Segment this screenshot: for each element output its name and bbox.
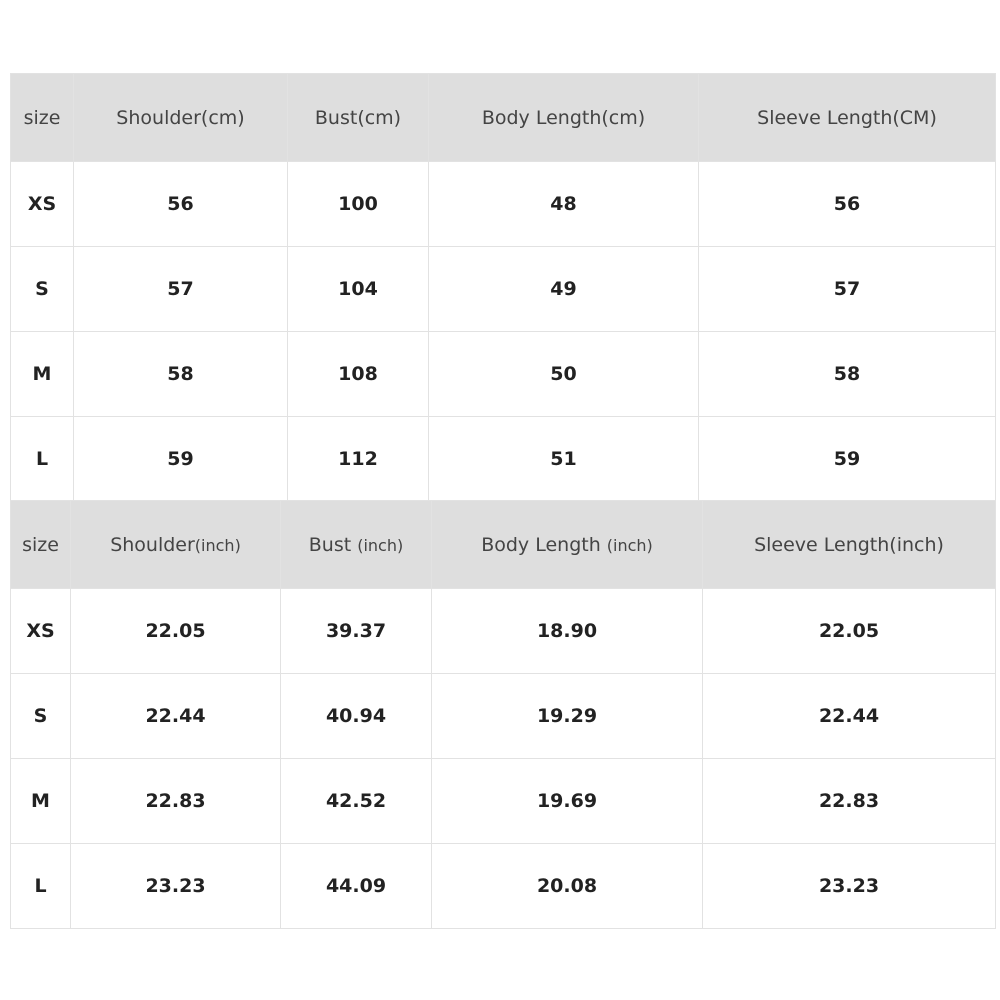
measurement-cell: 23.23 — [702, 843, 996, 929]
table-row: L 59 112 51 59 — [10, 416, 996, 502]
column-header: Body Length (inch) — [431, 500, 703, 589]
column-header-unit: (inch) — [357, 535, 404, 555]
size-cell: XS — [10, 161, 74, 247]
size-chart-inch-table: size Shoulder(inch) Bust (inch) Body Length… — [10, 500, 996, 929]
table-row: S 57 104 49 57 — [10, 246, 996, 332]
column-header-label: Bust — [308, 533, 358, 556]
column-header-unit: (inch) — [194, 535, 241, 555]
measurement-cell: 58 — [73, 331, 288, 417]
measurement-cell: 58 — [698, 331, 996, 417]
column-header-label: size — [23, 106, 61, 129]
size-cell: XS — [10, 588, 71, 674]
column-header: Sleeve Length(inch) — [702, 500, 996, 589]
column-header: size — [10, 73, 74, 162]
table-row: L 23.23 44.09 20.08 23.23 — [10, 843, 996, 929]
measurement-cell: 51 — [428, 416, 699, 502]
measurement-cell: 59 — [73, 416, 288, 502]
size-cell: M — [10, 331, 74, 417]
column-header: size — [10, 500, 71, 589]
column-header: Bust (inch) — [280, 500, 432, 589]
size-cell: S — [10, 673, 71, 759]
measurement-cell: 22.83 — [702, 758, 996, 844]
size-cell: S — [10, 246, 74, 332]
measurement-cell: 18.90 — [431, 588, 703, 674]
column-header-label: Shoulder — [110, 533, 195, 556]
measurement-cell: 42.52 — [280, 758, 432, 844]
measurement-cell: 57 — [73, 246, 288, 332]
table-row: S 22.44 40.94 19.29 22.44 — [10, 673, 996, 759]
measurement-cell: 57 — [698, 246, 996, 332]
column-header: Bust(cm) — [287, 73, 429, 162]
measurement-cell: 19.69 — [431, 758, 703, 844]
measurement-cell: 22.44 — [70, 673, 281, 759]
size-cell: L — [10, 416, 74, 502]
measurement-cell: 100 — [287, 161, 429, 247]
table-row: XS 56 100 48 56 — [10, 161, 996, 247]
measurement-cell: 20.08 — [431, 843, 703, 929]
column-header: Shoulder(inch) — [70, 500, 281, 589]
column-header: Sleeve Length(CM) — [698, 73, 996, 162]
column-header: Shoulder(cm) — [73, 73, 288, 162]
column-header-label: Body Length — [481, 533, 607, 556]
measurement-cell: 22.83 — [70, 758, 281, 844]
column-header-label: size — [22, 533, 59, 556]
column-header-label: Bust(cm) — [314, 106, 402, 129]
measurement-cell: 50 — [428, 331, 699, 417]
header-row: size Shoulder(cm) Bust(cm) Body Length(cm) S… — [10, 73, 996, 162]
size-chart-cm-table: size Shoulder(cm) Bust(cm) Body Length(cm) S… — [10, 73, 996, 502]
measurement-cell: 22.05 — [70, 588, 281, 674]
table-row: XS 22.05 39.37 18.90 22.05 — [10, 588, 996, 674]
measurement-cell: 59 — [698, 416, 996, 502]
measurement-cell: 22.05 — [702, 588, 996, 674]
measurement-cell: 112 — [287, 416, 429, 502]
size-cell: M — [10, 758, 71, 844]
size-cell: L — [10, 843, 71, 929]
measurement-cell: 49 — [428, 246, 699, 332]
header-row: size Shoulder(inch) Bust (inch) Body Length… — [10, 500, 996, 589]
column-header-label: Shoulder(cm) — [116, 106, 245, 129]
column-header-label: Sleeve Length(CM) — [757, 106, 937, 129]
measurement-cell: 56 — [73, 161, 288, 247]
measurement-cell: 40.94 — [280, 673, 432, 759]
measurement-cell: 44.09 — [280, 843, 432, 929]
measurement-cell: 19.29 — [431, 673, 703, 759]
column-header: Body Length(cm) — [428, 73, 699, 162]
measurement-cell: 56 — [698, 161, 996, 247]
measurement-cell: 108 — [287, 331, 429, 417]
column-header-label: Body Length(cm) — [481, 106, 646, 129]
measurement-cell: 23.23 — [70, 843, 281, 929]
table-row: M 58 108 50 58 — [10, 331, 996, 417]
table-row: M 22.83 42.52 19.69 22.83 — [10, 758, 996, 844]
measurement-cell: 48 — [428, 161, 699, 247]
measurement-cell: 22.44 — [702, 673, 996, 759]
measurement-cell: 39.37 — [280, 588, 432, 674]
measurement-cell: 104 — [287, 246, 429, 332]
column-header-unit: (inch) — [606, 535, 653, 555]
column-header-label: Sleeve Length(inch) — [754, 533, 944, 556]
